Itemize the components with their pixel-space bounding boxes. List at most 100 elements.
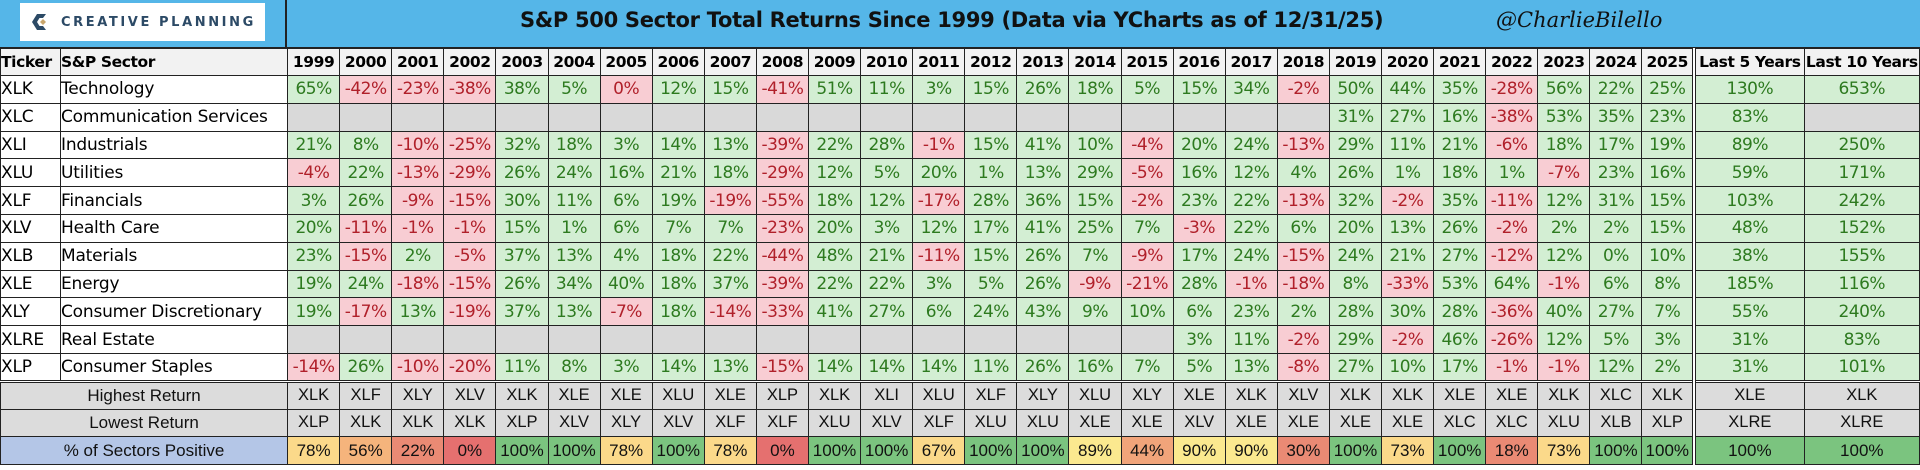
return-cell: 27% bbox=[1381, 102, 1435, 132]
return-cell bbox=[495, 325, 549, 354]
return-cell bbox=[807, 325, 862, 354]
return-cell: 18% bbox=[651, 297, 705, 327]
return-cell: 12% bbox=[1537, 241, 1591, 271]
pct-positive-cell: 100% bbox=[860, 436, 914, 466]
return-cell: -23% bbox=[391, 75, 445, 104]
return-cell: 13% bbox=[1381, 213, 1435, 243]
ticker-summary-cell: XLU bbox=[1537, 408, 1591, 438]
return-cell: 13% bbox=[547, 241, 601, 271]
return-cell: 35% bbox=[1589, 102, 1643, 132]
return-cell: 26% bbox=[339, 352, 393, 382]
column-header-year: 2005 bbox=[599, 48, 653, 76]
return-cell: 13% bbox=[1016, 158, 1070, 188]
sector-name-cell: Consumer Discretionary bbox=[59, 297, 289, 327]
sector-row-xle: XLE Energy 19% 24% -18% -15% 26% 34% 40% 18% 37% -3… bbox=[0, 269, 1920, 299]
return-cell: 22% bbox=[1224, 213, 1278, 243]
ticker-summary-cell: XLV bbox=[860, 408, 914, 438]
return-cell: -9% bbox=[1068, 269, 1122, 299]
ticker-summary-cell: XLE bbox=[1328, 408, 1383, 438]
pct-positive-cell: 18% bbox=[1485, 436, 1539, 466]
return-cell bbox=[1016, 102, 1070, 132]
ticker-summary-cell: XLK bbox=[1803, 379, 1920, 410]
return-cell bbox=[1016, 325, 1070, 354]
return-cell: 12% bbox=[807, 158, 862, 188]
author-handle: @CharlieBilello bbox=[1496, 8, 1663, 32]
return-cell: 51% bbox=[807, 75, 862, 104]
return-cell bbox=[443, 102, 497, 132]
return-cell bbox=[339, 325, 393, 354]
return-cell: 21% bbox=[651, 158, 705, 188]
return-cell: 26% bbox=[1328, 158, 1383, 188]
column-header-last-10-years: Last 10 Years bbox=[1803, 48, 1920, 76]
ticker-summary-cell: XLE bbox=[599, 379, 653, 410]
return-cell: 22% bbox=[1589, 75, 1643, 104]
return-cell: 26% bbox=[339, 186, 393, 215]
return-cell: 18% bbox=[651, 241, 705, 271]
return-cell bbox=[1803, 102, 1920, 132]
ticker-summary-cell: XLK bbox=[339, 408, 393, 438]
ticker-summary-cell: XLB bbox=[1589, 408, 1643, 438]
return-cell: 25% bbox=[1641, 75, 1695, 104]
chart-title: S&P 500 Sector Total Returns Since 1999 … bbox=[520, 8, 1384, 32]
return-cell: 28% bbox=[1328, 297, 1383, 327]
return-cell: 27% bbox=[1589, 297, 1643, 327]
sector-name-cell: Consumer Staples bbox=[59, 352, 289, 382]
return-cell: -9% bbox=[1120, 241, 1174, 271]
return-cell: -9% bbox=[391, 186, 445, 215]
ticker-cell: XLY bbox=[0, 297, 61, 327]
return-cell: 17% bbox=[1589, 130, 1643, 160]
return-cell bbox=[964, 325, 1018, 354]
return-cell bbox=[599, 102, 653, 132]
return-cell: 11% bbox=[1381, 130, 1435, 160]
return-cell: 101% bbox=[1803, 352, 1920, 382]
return-cell: 15% bbox=[1641, 213, 1695, 243]
return-cell: 25% bbox=[1068, 213, 1122, 243]
column-header-year: 2002 bbox=[443, 48, 497, 76]
return-cell: 18% bbox=[703, 158, 757, 188]
return-cell: 21% bbox=[1381, 241, 1435, 271]
return-cell: 8% bbox=[1328, 269, 1383, 299]
return-cell: 103% bbox=[1692, 186, 1805, 215]
sector-name-cell: Technology bbox=[59, 75, 289, 104]
return-cell: 30% bbox=[1381, 297, 1435, 327]
return-cell: 10% bbox=[1381, 352, 1435, 382]
return-cell: -17% bbox=[912, 186, 966, 215]
return-cell bbox=[964, 102, 1018, 132]
ticker-summary-cell: XLY bbox=[599, 408, 653, 438]
return-cell: 14% bbox=[912, 352, 966, 382]
return-cell: 31% bbox=[1589, 186, 1643, 215]
ticker-summary-cell: XLK bbox=[1641, 379, 1695, 410]
return-cell: 6% bbox=[1172, 297, 1226, 327]
return-cell: 26% bbox=[1016, 75, 1070, 104]
return-cell: 64% bbox=[1485, 269, 1539, 299]
return-cell bbox=[599, 325, 653, 354]
return-cell: 44% bbox=[1381, 75, 1435, 104]
return-cell: 19% bbox=[287, 269, 341, 299]
ticker-summary-cell: XLK bbox=[495, 379, 549, 410]
return-cell: 26% bbox=[1016, 269, 1070, 299]
return-cell: -38% bbox=[443, 75, 497, 104]
pct-positive-cell: 67% bbox=[912, 436, 966, 466]
return-cell: 15% bbox=[964, 75, 1018, 104]
ticker-cell: XLC bbox=[0, 102, 61, 132]
pct-positive-cell: 100% bbox=[1803, 436, 1920, 466]
sector-row-xlp: XLP Consumer Staples -14% 26% -10% -20% 11% 8% 3… bbox=[0, 352, 1920, 382]
return-cell: 23% bbox=[1172, 186, 1226, 215]
ticker-summary-cell: XLU bbox=[1068, 379, 1122, 410]
return-cell bbox=[755, 102, 809, 132]
return-cell: 1% bbox=[1381, 158, 1435, 188]
return-cell: -39% bbox=[755, 130, 809, 160]
return-cell: 12% bbox=[651, 75, 705, 104]
ticker-summary-cell: XLY bbox=[1120, 379, 1174, 410]
return-cell: -15% bbox=[339, 241, 393, 271]
return-cell: -23% bbox=[755, 213, 809, 243]
return-cell: 171% bbox=[1803, 158, 1920, 188]
return-cell bbox=[651, 102, 705, 132]
pct-positive-cell: 90% bbox=[1172, 436, 1226, 466]
pct-positive-cell: 100% bbox=[1328, 436, 1383, 466]
return-cell: 18% bbox=[1433, 158, 1487, 188]
return-cell: 12% bbox=[1224, 158, 1278, 188]
return-cell bbox=[912, 325, 966, 354]
pct-positive-cell: 90% bbox=[1224, 436, 1278, 466]
return-cell: -55% bbox=[755, 186, 809, 215]
